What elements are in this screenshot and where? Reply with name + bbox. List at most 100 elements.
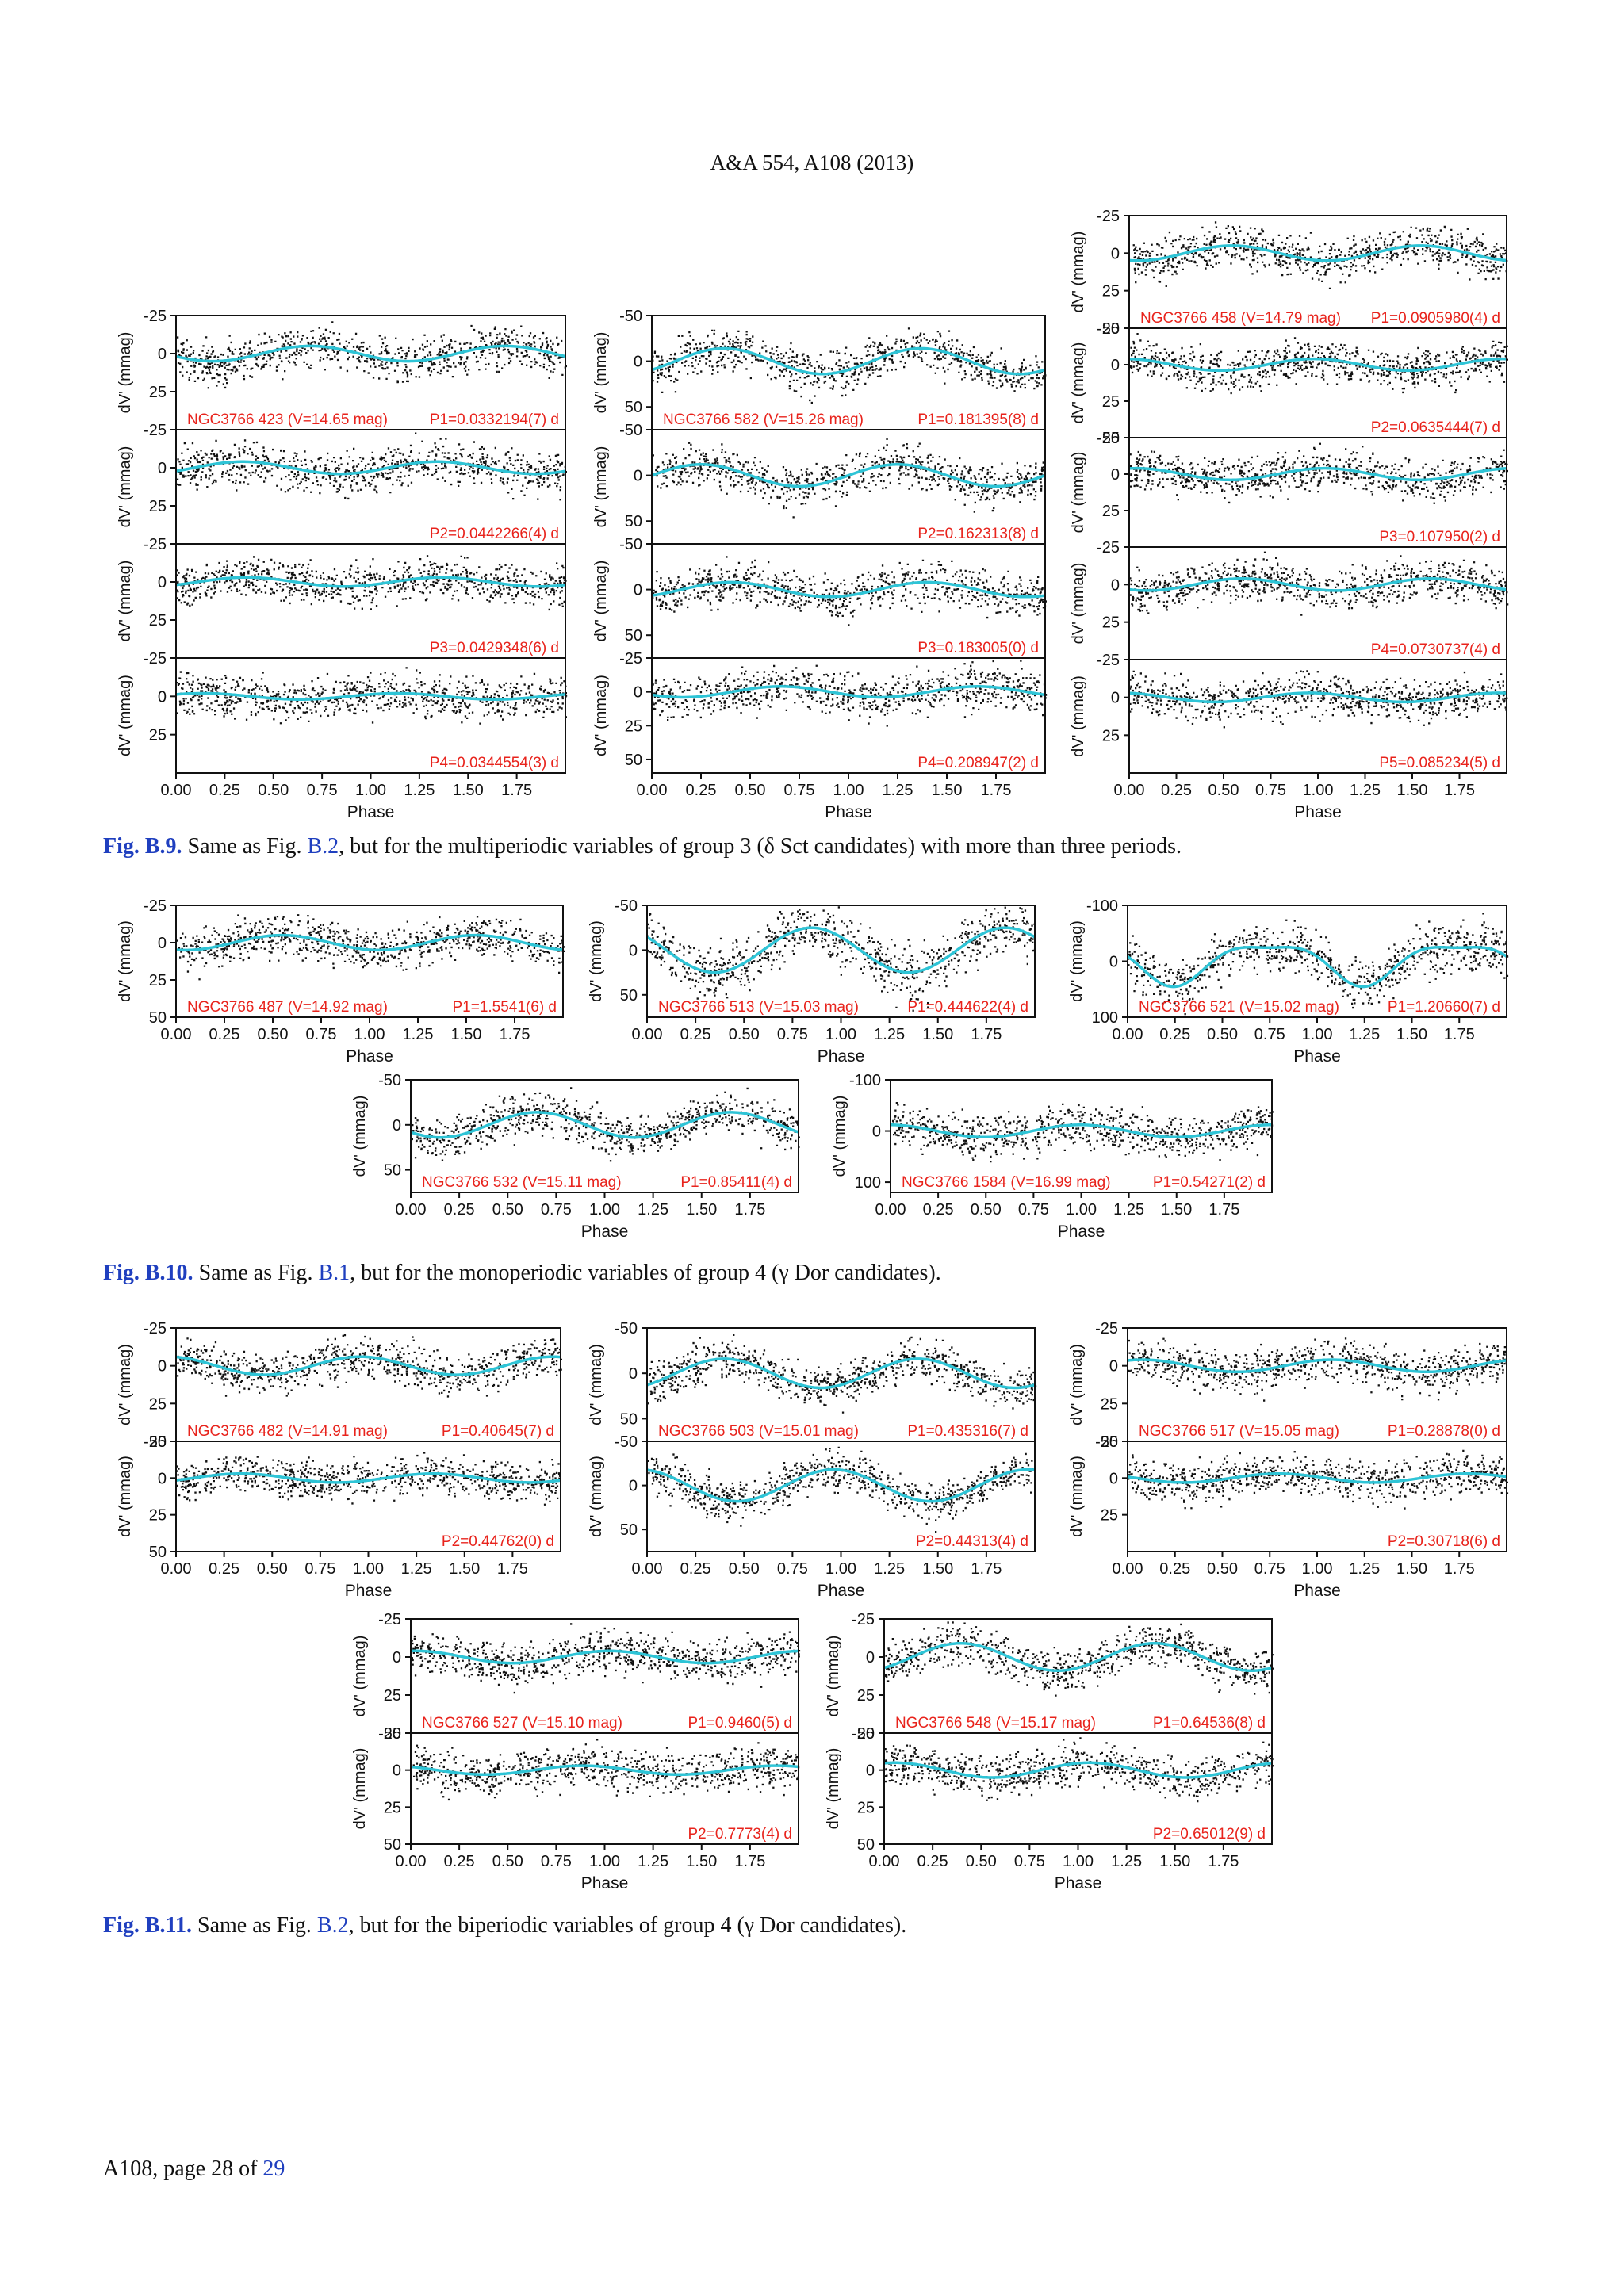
x-axis-label: Phase xyxy=(825,803,872,821)
y-tick-label: 0 xyxy=(1111,357,1120,374)
y-tick-label: 50 xyxy=(857,1725,875,1743)
data-points xyxy=(176,1452,561,1506)
y-tick-label: -25 xyxy=(378,1725,401,1743)
y-tick-label: 50 xyxy=(384,1162,401,1180)
caption-label[interactable]: Fig. B.10. xyxy=(103,1261,193,1285)
x-axis-label: Phase xyxy=(1293,1582,1341,1600)
y-tick-label: -100 xyxy=(1086,897,1118,915)
period-label: P1=0.0905980(4) d xyxy=(1371,310,1500,327)
y-tick-label: 0 xyxy=(158,574,167,591)
y-tick-label: 0 xyxy=(629,942,638,959)
x-tick-label: 0.75 xyxy=(1254,1560,1285,1578)
fit-curve xyxy=(1128,244,1507,262)
caption-label[interactable]: Fig. B.9. xyxy=(103,834,182,859)
x-tick-label: 1.75 xyxy=(981,782,1012,799)
x-tick-label: 1.00 xyxy=(825,1560,856,1578)
period-label: P2=0.7773(4) d xyxy=(688,1826,792,1843)
x-tick-label: 0.25 xyxy=(444,1853,475,1870)
y-tick-label: 0 xyxy=(629,1365,638,1383)
x-tick-label: 0.50 xyxy=(492,1853,523,1870)
y-tick-label: 0 xyxy=(158,460,167,477)
fit-curve xyxy=(175,1355,561,1376)
data-points xyxy=(1128,913,1509,1016)
x-tick-label: 0.75 xyxy=(541,1201,572,1219)
fit-curve xyxy=(410,1764,799,1777)
x-tick-label: 0.75 xyxy=(541,1853,572,1870)
y-tick-label: -50 xyxy=(619,308,642,325)
fit-curve xyxy=(175,344,566,363)
x-tick-label: 1.25 xyxy=(1113,1201,1144,1219)
x-tick-label: 1.00 xyxy=(355,782,386,799)
y-tick-label: 25 xyxy=(625,718,642,735)
x-tick-label: 0.50 xyxy=(729,1560,760,1578)
y-tick-label: -25 xyxy=(144,650,167,668)
y-axis-label: dV' (mmag) xyxy=(1068,1344,1086,1425)
caption-label[interactable]: Fig. B.11. xyxy=(103,1913,193,1938)
y-tick-label: 0 xyxy=(629,1478,638,1495)
y-tick-label: 25 xyxy=(1102,393,1120,411)
period-label: P1=0.85411(4) d xyxy=(680,1174,792,1191)
y-tick-label: -25 xyxy=(852,1611,875,1628)
y-tick-label: -50 xyxy=(378,1072,401,1089)
y-axis-label: dV' (mmag) xyxy=(588,920,605,1002)
y-axis-label: dV' (mmag) xyxy=(117,920,134,1002)
period-label: P1=1.20660(7) d xyxy=(1388,999,1500,1016)
y-axis-label: dV' (mmag) xyxy=(117,1456,134,1537)
caption-ref-link[interactable]: B.1 xyxy=(318,1261,350,1285)
fit-curve xyxy=(175,933,564,952)
star-label: NGC3766 487 (V=14.92 mag) xyxy=(187,999,388,1016)
y-axis-label: dV' (mmag) xyxy=(1070,675,1087,757)
star-label: NGC3766 517 (V=15.05 mag) xyxy=(1139,1423,1339,1440)
y-tick-label: 50 xyxy=(857,1836,875,1854)
period-label: P1=0.181395(8) d xyxy=(917,411,1039,428)
period-label: P1=0.28878(0) d xyxy=(1388,1423,1500,1440)
fit-curve xyxy=(175,576,566,588)
x-tick-label: 1.75 xyxy=(1208,1201,1239,1219)
x-tick-label: 0.50 xyxy=(971,1201,1002,1219)
y-axis-label: dV' (mmag) xyxy=(351,1748,369,1830)
fit-curve xyxy=(651,346,1046,376)
period-label: P1=0.435316(7) d xyxy=(907,1423,1028,1440)
x-tick-label: 0.50 xyxy=(1207,1560,1238,1578)
y-tick-label: 0 xyxy=(866,1649,875,1667)
y-tick-label: -50 xyxy=(615,897,638,915)
y-tick-label: 50 xyxy=(149,1009,167,1027)
y-axis-label: dV' (mmag) xyxy=(592,446,610,528)
star-label: NGC3766 521 (V=15.02 mag) xyxy=(1139,999,1339,1016)
x-tick-label: 0.75 xyxy=(307,782,338,799)
fit-curve xyxy=(1128,577,1507,592)
y-tick-label: -100 xyxy=(849,1072,881,1089)
y-tick-label: 0 xyxy=(1111,576,1120,594)
y-tick-label: 50 xyxy=(620,1410,638,1428)
caption-ref-link[interactable]: B.2 xyxy=(307,834,339,859)
x-tick-label: 0.75 xyxy=(1255,782,1286,799)
x-tick-label: 0.00 xyxy=(869,1853,900,1870)
data-points xyxy=(647,1446,1034,1533)
fit-curve xyxy=(1128,691,1507,704)
caption-ref-link[interactable]: B.2 xyxy=(316,1913,349,1938)
y-tick-label: 25 xyxy=(149,972,167,989)
x-tick-label: 1.50 xyxy=(449,1560,480,1578)
y-axis-label: dV' (mmag) xyxy=(588,1344,605,1425)
y-tick-label: -50 xyxy=(615,1433,638,1451)
x-tick-label: 0.00 xyxy=(396,1201,427,1219)
period-label: P1=0.0332194(7) d xyxy=(430,411,559,428)
data-points xyxy=(884,1737,1274,1803)
data-points xyxy=(1129,670,1508,729)
period-label: P2=0.0442266(4) d xyxy=(430,526,559,542)
y-axis-label: dV' (mmag) xyxy=(117,675,134,756)
y-axis-label: dV' (mmag) xyxy=(592,332,610,414)
fit-curve xyxy=(1128,466,1507,482)
x-tick-label: 1.00 xyxy=(354,1026,385,1043)
caption-fig-b10: Fig. B.10. Same as Fig. B.1, but for the… xyxy=(103,1261,941,1285)
y-tick-label: 50 xyxy=(625,399,642,416)
y-tick-label: -25 xyxy=(144,536,167,553)
x-tick-label: 1.75 xyxy=(500,1026,530,1043)
period-label: P4=0.0730737(4) d xyxy=(1371,641,1500,658)
y-axis-label: dV' (mmag) xyxy=(1068,1456,1086,1537)
fit-curve xyxy=(651,580,1046,599)
y-tick-label: 0 xyxy=(872,1123,881,1141)
total-pages-link[interactable]: 29 xyxy=(262,2156,285,2181)
y-axis-label: dV' (mmag) xyxy=(1068,920,1086,1002)
data-points xyxy=(1129,442,1508,504)
